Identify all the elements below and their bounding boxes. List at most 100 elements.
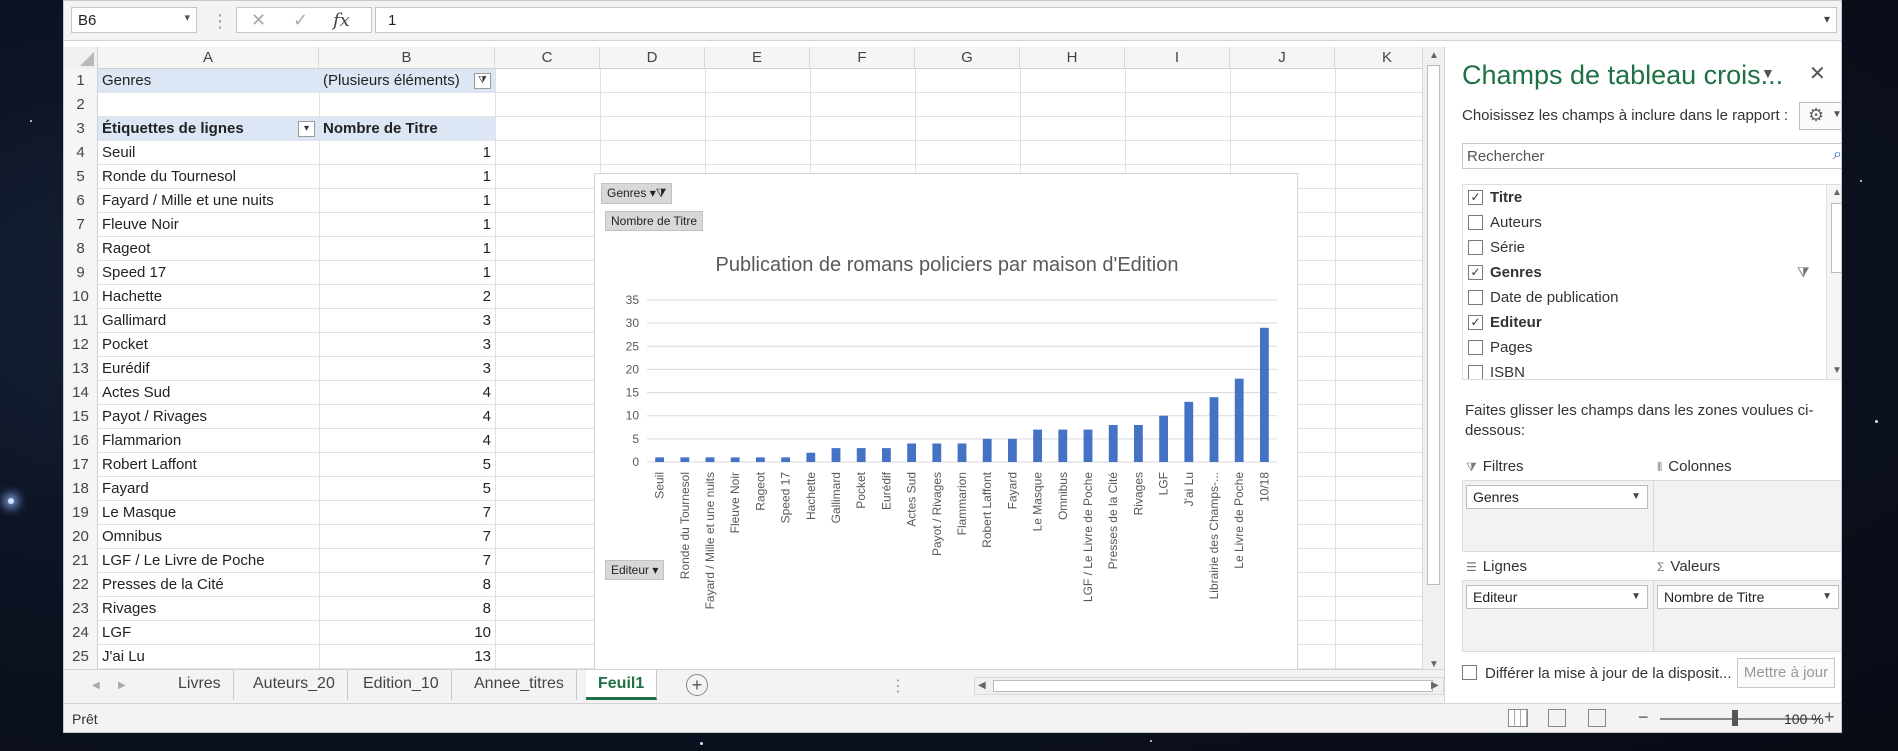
chart-bar[interactable] <box>1209 397 1219 462</box>
cell-b[interactable]: 5 <box>482 456 491 473</box>
cell-b[interactable]: (Plusieurs éléments) <box>319 69 495 93</box>
chart-bar[interactable] <box>932 443 942 462</box>
row-header[interactable]: 8 <box>64 237 98 261</box>
cell-b[interactable]: 1 <box>482 264 491 281</box>
checkbox-icon[interactable] <box>1468 290 1483 305</box>
scroll-left-icon[interactable]: ◀ <box>978 680 986 691</box>
column-header[interactable]: I <box>1125 47 1230 69</box>
chart-bar[interactable] <box>705 457 715 462</box>
update-button[interactable]: Mettre à jour <box>1737 658 1835 688</box>
cell-b[interactable]: 1 <box>482 240 491 257</box>
chart-bar[interactable] <box>957 443 967 462</box>
checkbox-checked-icon[interactable]: ✓ <box>1468 315 1483 330</box>
row-header[interactable]: 11 <box>64 309 98 333</box>
checkbox-checked-icon[interactable]: ✓ <box>1468 265 1483 280</box>
cell-a[interactable]: Rivages <box>102 600 157 617</box>
cell-a[interactable]: Rageot <box>102 240 151 257</box>
chart-bar[interactable] <box>655 457 665 462</box>
zoom-in-icon[interactable]: + <box>1824 707 1835 727</box>
chart-value-button[interactable]: Nombre de Titre <box>605 211 704 231</box>
chart-bar[interactable] <box>730 457 740 462</box>
checkbox-icon[interactable] <box>1468 215 1483 230</box>
row-header[interactable]: 5 <box>64 165 98 189</box>
tab-sheet[interactable]: Annee_titres <box>462 670 577 700</box>
column-header[interactable]: A <box>98 47 319 69</box>
field-item[interactable]: Date de publication <box>1463 285 1823 310</box>
zoom-out-icon[interactable]: − <box>1638 707 1649 727</box>
row-header[interactable]: 2 <box>64 93 98 117</box>
scroll-down-icon[interactable]: ▼ <box>1429 659 1439 670</box>
row-header[interactable]: 4 <box>64 141 98 165</box>
select-all-corner[interactable] <box>64 47 98 69</box>
cell-b[interactable]: 8 <box>482 600 491 617</box>
cell-a[interactable]: LGF <box>102 624 132 641</box>
function-icon[interactable]: fx <box>333 10 350 31</box>
chart-bar[interactable] <box>1159 415 1169 462</box>
page-filter-icon[interactable]: ⧩ <box>474 73 491 89</box>
scroll-up-icon[interactable]: ▲ <box>1832 187 1842 198</box>
zone-columns[interactable]: ⦀ Colonnes <box>1653 458 1841 554</box>
chart-bar[interactable] <box>1007 438 1017 462</box>
chart-bar[interactable] <box>1033 429 1043 462</box>
horizontal-scrollbar[interactable]: ◀ ▶ <box>974 677 1444 695</box>
field-item[interactable]: Pages <box>1463 335 1823 360</box>
cell-b[interactable]: 3 <box>482 360 491 377</box>
tab-sheet[interactable]: Auteurs_20 <box>241 670 348 700</box>
cell-b[interactable]: 4 <box>482 408 491 425</box>
row-header[interactable]: 14 <box>64 381 98 405</box>
chart-bar[interactable] <box>1259 327 1269 462</box>
kebab-icon[interactable]: ⋮ <box>211 11 229 31</box>
field-item[interactable]: ✓ Titre <box>1463 185 1823 210</box>
row-header[interactable]: 9 <box>64 261 98 285</box>
chart-axis-button[interactable]: Editeur ▾ <box>605 560 665 580</box>
checkbox-icon[interactable] <box>1468 340 1483 355</box>
chart-bar[interactable] <box>856 448 866 462</box>
zoom-slider[interactable] <box>1660 718 1820 720</box>
checkbox-icon[interactable] <box>1468 365 1483 379</box>
row-header[interactable]: 10 <box>64 285 98 309</box>
cell-a[interactable]: Robert Laffont <box>102 456 197 473</box>
row-header[interactable]: 23 <box>64 597 98 621</box>
formula-input[interactable]: 1 ▾ <box>375 7 1837 33</box>
enter-icon[interactable]: ✓ <box>293 10 309 30</box>
row-header[interactable]: 7 <box>64 213 98 237</box>
chart-bar[interactable] <box>806 452 816 462</box>
row-header[interactable]: 1 <box>64 69 98 93</box>
cell-a[interactable]: Fayard <box>102 480 149 497</box>
zone-filters[interactable]: ⧩ Filtres Genres ▼ <box>1462 458 1656 554</box>
chart-bar[interactable] <box>1108 424 1118 462</box>
row-header[interactable]: 16 <box>64 429 98 453</box>
tab-scroll-right-icon[interactable]: ▶ <box>118 680 126 691</box>
chart-bar[interactable] <box>1184 401 1194 462</box>
cell-b[interactable]: 7 <box>482 504 491 521</box>
cell-a[interactable]: Le Masque <box>102 504 177 521</box>
tab-scroll-left-icon[interactable]: ◀ <box>92 680 100 691</box>
normal-view-icon[interactable] <box>1508 709 1528 727</box>
zone-columns-box[interactable] <box>1653 480 1841 552</box>
row-header[interactable]: 17 <box>64 453 98 477</box>
chart-bar[interactable] <box>831 448 841 462</box>
chart-bar[interactable] <box>1133 424 1143 462</box>
cell-b[interactable]: 7 <box>482 552 491 569</box>
cell-a[interactable]: Hachette <box>102 288 163 305</box>
scroll-thumb[interactable] <box>1831 203 1841 273</box>
cell-b[interactable]: 5 <box>482 480 491 497</box>
chart-bar[interactable] <box>680 457 690 462</box>
column-header[interactable]: F <box>810 47 915 69</box>
chevron-down-icon[interactable]: ▾ <box>1823 12 1830 26</box>
name-box[interactable]: B6 ▾ <box>71 7 197 33</box>
zone-values-box[interactable]: Nombre de Titre ▼ <box>1653 580 1841 652</box>
field-item[interactable]: ISBN <box>1463 360 1823 379</box>
zone-rows[interactable]: ☰ Lignes Editeur ▼ <box>1462 558 1656 654</box>
cell-a[interactable]: Ronde du Tournesol <box>102 168 236 185</box>
row-header[interactable]: 20 <box>64 525 98 549</box>
column-header[interactable]: H <box>1020 47 1125 69</box>
kebab-icon[interactable]: ⋮ <box>890 678 906 695</box>
cell-b[interactable]: 3 <box>482 336 491 353</box>
cell-a[interactable]: Speed 17 <box>102 264 167 281</box>
tab-sheet[interactable]: Livres <box>166 670 234 700</box>
cell-a[interactable]: Gallimard <box>102 312 167 329</box>
cell-b[interactable]: 4 <box>482 384 491 401</box>
cell-a[interactable]: Omnibus <box>102 528 163 545</box>
column-header[interactable]: G <box>915 47 1020 69</box>
